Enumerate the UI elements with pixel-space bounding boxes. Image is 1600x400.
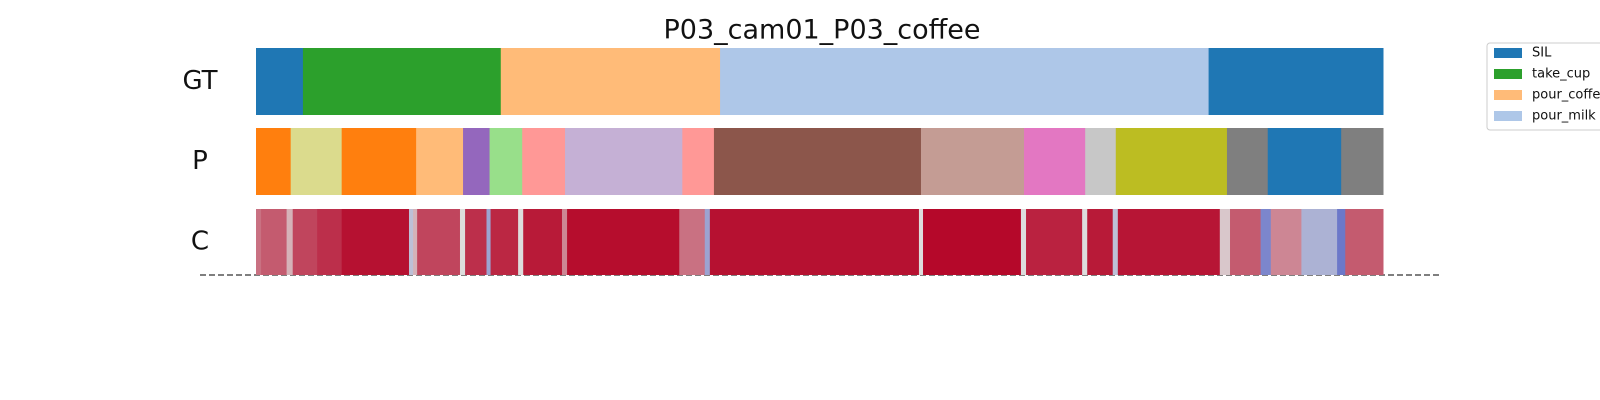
pred-segment <box>1085 128 1117 195</box>
confidence-segment <box>567 209 680 275</box>
pred-segment <box>1226 128 1269 195</box>
confidence-segment <box>1082 209 1088 275</box>
pred-segment <box>1115 128 1228 195</box>
pred-segment <box>920 128 1025 195</box>
legend-swatch <box>1494 69 1522 79</box>
confidence-segment <box>1345 209 1384 275</box>
confidence-segment <box>490 209 519 275</box>
confidence-segment <box>317 209 343 275</box>
confidence-segment <box>1219 209 1231 275</box>
confidence-segment <box>486 209 492 275</box>
legend-label: pour_coffee <box>1532 88 1600 103</box>
pred-segment <box>341 128 417 195</box>
pred-segment <box>682 128 715 195</box>
confidence-segment <box>1337 209 1346 275</box>
pred-segment <box>489 128 523 195</box>
gt-segment <box>1208 48 1384 115</box>
pred-segment <box>1267 128 1342 195</box>
row-label: C <box>191 227 209 257</box>
confidence-segment <box>918 209 924 275</box>
row-label: P <box>192 146 208 176</box>
gt-segment <box>500 48 721 115</box>
pred-segment <box>1341 128 1384 195</box>
confidence-segment <box>1026 209 1083 275</box>
legend-swatch <box>1494 90 1522 100</box>
confidence-segment <box>292 209 318 275</box>
pred-segment <box>463 128 491 195</box>
pred-segment <box>713 128 922 195</box>
confidence-segment <box>1117 209 1221 275</box>
confidence-segment <box>286 209 294 275</box>
pred-segment <box>1023 128 1086 195</box>
pred-segment <box>522 128 566 195</box>
legend-box <box>1486 42 1600 131</box>
pred-segment <box>416 128 464 195</box>
confidence-segment <box>1270 209 1302 275</box>
gt-segment <box>256 48 304 115</box>
chart-title: P03_cam01_P03_coffee <box>663 15 980 46</box>
pred-segment <box>256 128 292 195</box>
confidence-segment <box>1230 209 1262 275</box>
legend-swatch <box>1494 111 1522 121</box>
pred-segment <box>565 128 683 195</box>
confidence-segment <box>679 209 706 275</box>
confidence-segment <box>1020 209 1027 275</box>
legend-swatch <box>1494 48 1522 58</box>
gt-segment <box>720 48 1210 115</box>
confidence-segment <box>1301 209 1338 275</box>
confidence-segment <box>465 209 487 275</box>
confidence-segment <box>1260 209 1272 275</box>
confidence-segment <box>709 209 920 275</box>
confidence-segment <box>1087 209 1114 275</box>
legend-label: pour_milk <box>1532 109 1596 124</box>
confidence-segment <box>561 209 568 275</box>
confidence-segment <box>261 209 288 275</box>
pred-segment <box>290 128 343 195</box>
confidence-segment <box>704 209 711 275</box>
confidence-segment <box>518 209 524 275</box>
legend-label: SIL <box>1532 46 1552 61</box>
confidence-segment <box>256 209 262 275</box>
confidence-segment <box>417 209 461 275</box>
legend-label: take_cup <box>1532 67 1590 82</box>
confidence-segment <box>341 209 410 275</box>
confidence-segment <box>923 209 1022 275</box>
confidence-segment <box>408 209 414 275</box>
confidence-segment <box>459 209 466 275</box>
confidence-segment <box>523 209 563 275</box>
gt-segment <box>302 48 502 115</box>
row-label: GT <box>182 66 217 96</box>
confidence-segment <box>413 209 418 275</box>
confidence-segment <box>1112 209 1119 275</box>
